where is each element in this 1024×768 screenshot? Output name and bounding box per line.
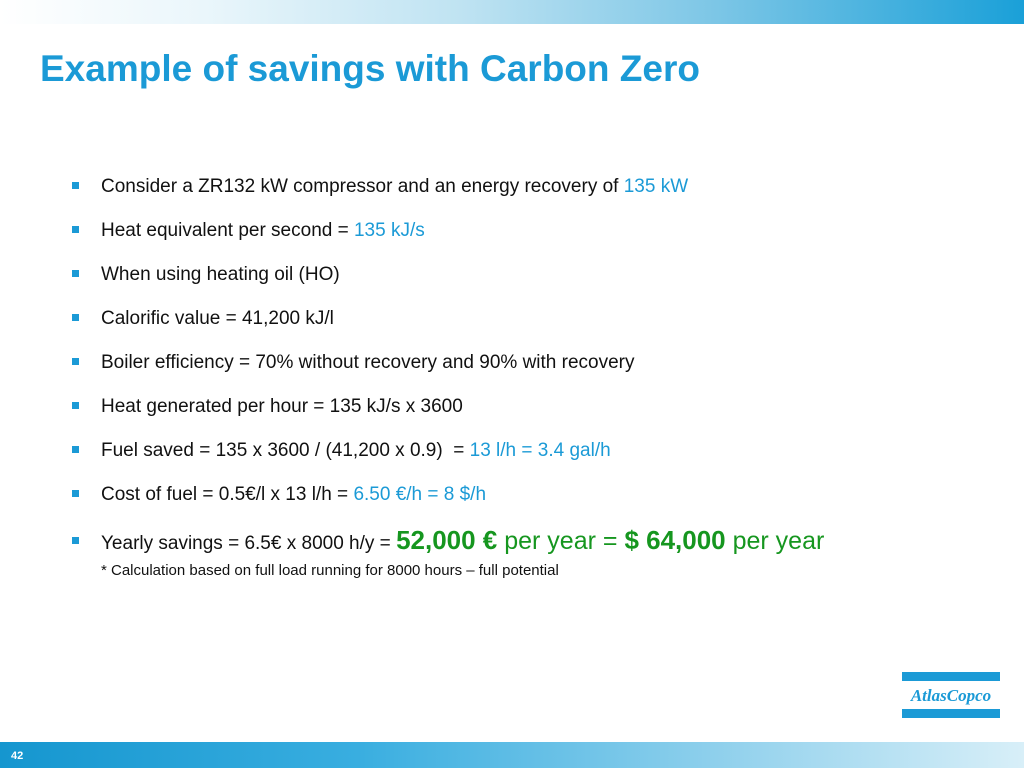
bullet-square-icon <box>72 314 79 321</box>
bullet-text: When using heating oil (HO) <box>101 264 340 285</box>
bullet-item: Cost of fuel = 0.5€/l x 13 l/h = 6.50 €/… <box>72 481 972 525</box>
bullet-square-icon <box>72 182 79 189</box>
yearly-savings-usd: $ 64,000 <box>624 525 726 555</box>
bullet-square-icon <box>72 446 79 453</box>
yearly-unit-1: per year = <box>497 527 625 555</box>
bullet-highlight: 13 l/h = 3.4 gal/h <box>469 440 611 461</box>
yearly-savings-item: Yearly savings = 6.5€ x 8000 h/y = 52,00… <box>72 525 972 555</box>
bullet-text: Fuel saved = 135 x 3600 / (41,200 x 0.9)… <box>101 440 470 461</box>
atlas-copco-logo: AtlasCopco <box>902 672 1000 718</box>
bullet-square-icon <box>72 537 79 544</box>
yearly-unit-2: per year <box>725 527 825 555</box>
bullet-text: Boiler efficiency = 70% without recovery… <box>101 352 635 373</box>
bullet-highlight: 6.50 €/h = 8 $/h <box>353 484 487 505</box>
bullet-highlight: 135 kW <box>623 176 689 197</box>
footnote: * Calculation based on full load running… <box>101 562 559 579</box>
bullet-square-icon <box>72 226 79 233</box>
page-number: 42 <box>11 750 24 762</box>
bullet-square-icon <box>72 402 79 409</box>
bullet-square-icon <box>72 490 79 497</box>
yearly-savings-eur: 52,000 € <box>396 525 498 555</box>
bottom-gradient-band <box>0 742 1024 768</box>
top-gradient-band <box>0 0 1024 24</box>
bullet-text: Cost of fuel = 0.5€/l x 13 l/h = <box>101 484 354 505</box>
bullet-text: Consider a ZR132 kW compressor and an en… <box>101 176 624 197</box>
bullet-text: Heat generated per hour = 135 kJ/s x 360… <box>101 396 463 417</box>
bullet-item: Calorific value = 41,200 kJ/l <box>72 305 972 349</box>
svg-text:AtlasCopco: AtlasCopco <box>910 686 991 705</box>
logo-graphic: AtlasCopco <box>902 672 1000 718</box>
slide-title: Example of savings with Carbon Zero <box>40 48 700 89</box>
yearly-savings-text: Yearly savings = 6.5€ x 8000 h/y = <box>101 533 397 554</box>
bullet-square-icon <box>72 270 79 277</box>
bullet-item: Fuel saved = 135 x 3600 / (41,200 x 0.9)… <box>72 437 972 481</box>
bullet-item: Consider a ZR132 kW compressor and an en… <box>72 173 972 217</box>
bullet-item: When using heating oil (HO) <box>72 261 972 305</box>
bullet-item: Heat equivalent per second = 135 kJ/s <box>72 217 972 261</box>
bullet-square-icon <box>72 358 79 365</box>
bullet-item: Boiler efficiency = 70% without recovery… <box>72 349 972 393</box>
bullet-text: Heat equivalent per second = <box>101 220 354 241</box>
bullet-highlight: 135 kJ/s <box>353 220 425 241</box>
bullet-text: Calorific value = 41,200 kJ/l <box>101 308 334 329</box>
bullet-list: Consider a ZR132 kW compressor and an en… <box>72 173 972 555</box>
bullet-item: Heat generated per hour = 135 kJ/s x 360… <box>72 393 972 437</box>
